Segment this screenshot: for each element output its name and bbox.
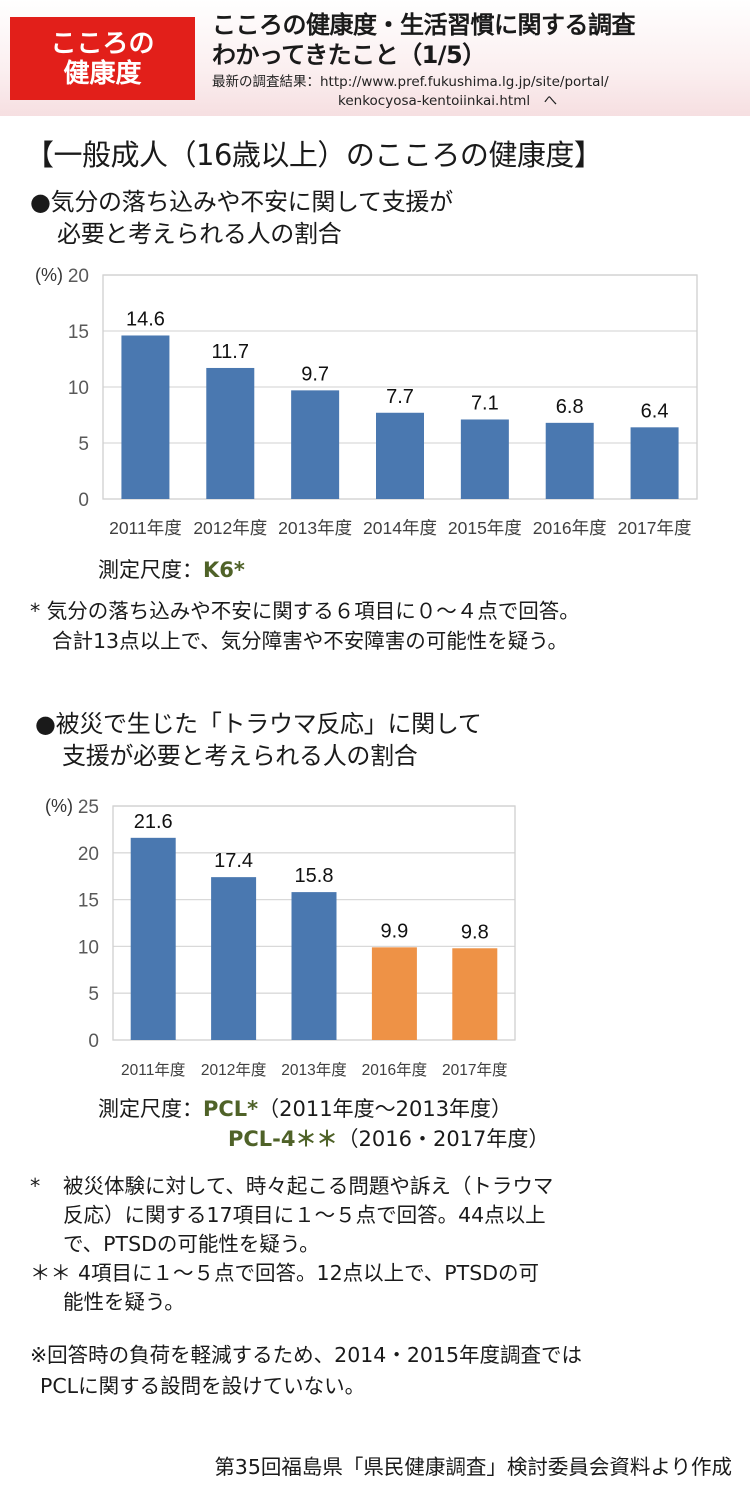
note-pcl4-line2: 能性を疑う。	[63, 1290, 185, 1314]
note-pcl4-mark: ＊＊	[30, 1261, 71, 1285]
section-title: 【一般成人（16歳以上）のこころの健康度】	[25, 138, 603, 172]
x-tick-label: 2013年度	[278, 518, 352, 538]
x-tick-label: 2013年度	[281, 1061, 346, 1079]
data-label: 17.4	[214, 850, 253, 872]
y-tick-label: 20	[68, 266, 89, 287]
data-label: 9.9	[380, 920, 408, 942]
y-tick-label: 10	[68, 378, 89, 399]
y-tick-label: 15	[78, 891, 99, 912]
y-tick-label: 25	[78, 797, 99, 818]
bar	[371, 947, 417, 1040]
note-pcl-mark: *	[30, 1174, 41, 1198]
scale-value-pcl4: PCL-4＊＊	[228, 1127, 338, 1151]
remark-line1: ※回答時の負荷を軽減するため、2014・2015年度調査では	[30, 1343, 583, 1367]
x-tick-label: 2014年度	[363, 518, 437, 538]
bar	[376, 412, 424, 499]
scale-period-pcl4: （2016・2017年度）	[337, 1127, 550, 1151]
note-pcl-line1: 被災体験に対して、時々起こる問題や訴え（トラウマ	[63, 1174, 554, 1198]
page-title-line2: わかってきたこと（1/5）	[212, 41, 486, 69]
x-tick-label: 2017年度	[442, 1061, 507, 1079]
y-tick-label: 0	[78, 490, 89, 511]
data-label: 6.8	[556, 396, 584, 418]
data-label: 6.4	[641, 400, 669, 422]
x-tick-label: 2016年度	[533, 518, 607, 538]
data-label: 7.7	[386, 386, 414, 408]
remark: ※回答時の負荷を軽減するため、2014・2015年度調査では PCLに関する設問…	[30, 1340, 582, 1402]
note-pcl-line2: 反応）に関する17項目に１～５点で回答。44点以上	[63, 1203, 546, 1227]
x-tick-label: 2015年度	[448, 518, 522, 538]
data-label: 9.7	[301, 363, 329, 385]
header-banner: こころの 健康度 こころの健康度・生活習慣に関する調査 わかってきたこと（1/5…	[0, 0, 750, 116]
scale-label: 測定尺度：	[98, 558, 203, 582]
data-label: 15.8	[295, 865, 334, 887]
scale-pcl: 測定尺度：PCL*（2011年度～2013年度） PCL-4＊＊（2016・20…	[98, 1094, 549, 1154]
badge-line1: こころの	[50, 28, 155, 59]
bar	[452, 948, 498, 1040]
scale-value: K6*	[203, 558, 245, 582]
question-1: ●気分の落ち込みや不安に関して支援が 必要と考えられる人の割合	[30, 186, 453, 250]
x-tick-label: 2017年度	[618, 518, 692, 538]
page-title: こころの健康度・生活習慣に関する調査 わかってきたこと（1/5）	[212, 10, 636, 70]
scale-label: 測定尺度：	[98, 1097, 203, 1121]
data-label: 7.1	[471, 392, 499, 414]
chart-k6: 0 5 10 15 20(%) 14.6 2011年度 11.7 2012年度 9.7 2013年度…	[35, 265, 698, 538]
note-k6-line1: * 気分の落ち込みや不安に関する６項目に０～４点で回答。	[30, 599, 580, 623]
badge-line2: 健康度	[63, 58, 142, 89]
survey-link-url-line1[interactable]: http://www.pref.fukushima.lg.jp/site/por…	[320, 74, 609, 90]
bar	[121, 335, 170, 499]
x-tick-label: 2011年度	[109, 518, 182, 538]
chart-pcl: 0 5 10 15 20 25(%) 21.6 2011年度 17.4 2012年度 15.8 201…	[45, 796, 516, 1079]
survey-link-label: 最新の調査結果：	[212, 74, 320, 90]
data-label: 11.7	[212, 341, 249, 363]
survey-link-url-line2[interactable]: kenkocyosa-kentoiinkai.html へ	[338, 93, 558, 109]
scale-value-pcl: PCL*	[203, 1097, 259, 1121]
y-tick-label: 10	[78, 937, 99, 958]
x-tick-label: 2012年度	[201, 1061, 266, 1079]
y-tick-label: 15	[68, 322, 89, 343]
data-label: 21.6	[134, 811, 173, 833]
data-label: 14.6	[126, 308, 165, 330]
question-2: ●被災で生じた「トラウマ反応」に関して 支援が必要と考えられる人の割合	[35, 708, 482, 772]
question-1-line2: 必要と考えられる人の割合	[57, 220, 342, 248]
survey-link[interactable]: 最新の調査結果：http://www.pref.fukushima.lg.jp/…	[212, 73, 609, 111]
category-badge: こころの 健康度	[10, 17, 195, 100]
y-tick-label: 20	[78, 844, 99, 865]
x-tick-label: 2016年度	[362, 1061, 427, 1079]
scale-k6: 測定尺度：K6*	[98, 555, 245, 585]
bar	[291, 390, 340, 499]
note-pcl4-line1: 4項目に１～５点で回答。12点以上で、PTSDの可	[78, 1261, 539, 1285]
source-note: 第35回福島県「県民健康調査」検討委員会資料より作成	[214, 1455, 732, 1479]
x-tick-label: 2012年度	[193, 518, 267, 538]
y-axis-unit: (%)	[35, 265, 63, 285]
scale-period-pcl: （2011年度～2013年度）	[258, 1097, 513, 1121]
y-tick-label: 5	[88, 984, 99, 1005]
question-2-line1: ●被災で生じた「トラウマ反応」に関して	[35, 710, 482, 738]
bar	[291, 892, 337, 1040]
bar	[460, 419, 509, 499]
y-axis-unit: (%)	[45, 796, 73, 816]
note-pcl-line3: で、PTSDの可能性を疑う。	[63, 1232, 320, 1256]
y-tick-label: 5	[78, 434, 89, 455]
x-tick-label: 2011年度	[121, 1061, 185, 1079]
remark-line2: PCLに関する設問を設けていない。	[40, 1374, 366, 1398]
data-label: 9.8	[461, 921, 489, 943]
note-k6-line2: 合計13点以上で、気分障害や不安障害の可能性を疑う。	[52, 629, 569, 653]
question-2-line2: 支援が必要と考えられる人の割合	[62, 742, 418, 770]
y-tick-label: 0	[88, 1031, 99, 1052]
bar	[130, 837, 176, 1040]
bar	[630, 427, 679, 499]
question-1-line1: ●気分の落ち込みや不安に関して支援が	[30, 188, 453, 216]
bar	[206, 367, 255, 499]
bar	[211, 877, 257, 1040]
bar	[545, 422, 594, 499]
note-k6: * 気分の落ち込みや不安に関する６項目に０～４点で回答。 合計13点以上で、気分…	[30, 596, 580, 656]
page-title-line1: こころの健康度・生活習慣に関する調査	[212, 11, 636, 39]
note-pcl: * 被災体験に対して、時々起こる問題や訴え（トラウマ 反応）に関する17項目に１～…	[30, 1172, 553, 1317]
